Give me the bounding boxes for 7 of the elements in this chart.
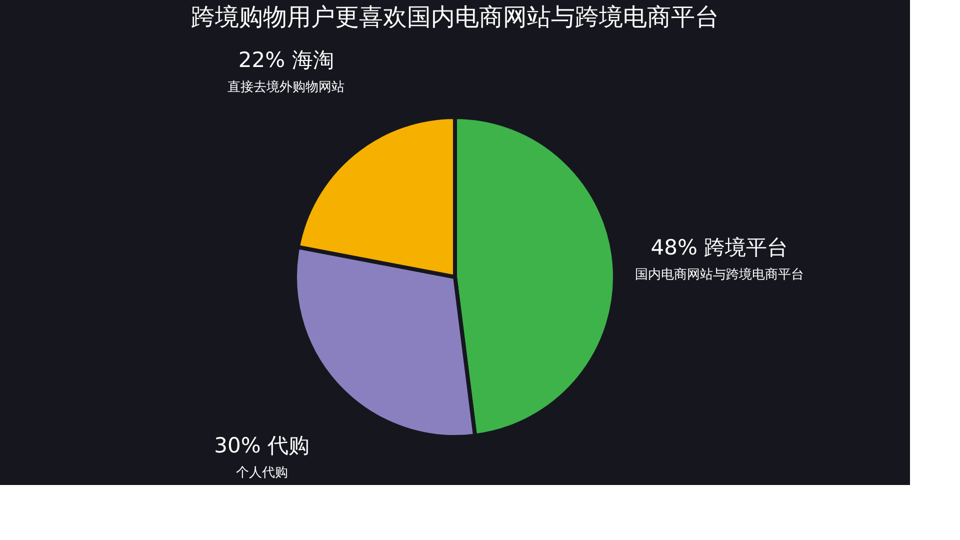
text: 个人代购	[236, 465, 288, 480]
slice-label: 30% 代购	[214, 433, 310, 458]
chart-title: 跨境购物用户更喜欢国内电商网站与跨境电商平台	[191, 2, 719, 31]
text: 直接去境外购物网站	[228, 78, 345, 95]
slice-label: 22% 海淘	[238, 48, 334, 72]
text: 国内电商网站与跨境电商平台	[634, 266, 804, 282]
slice-label: 48% 跨境平台	[650, 235, 788, 260]
